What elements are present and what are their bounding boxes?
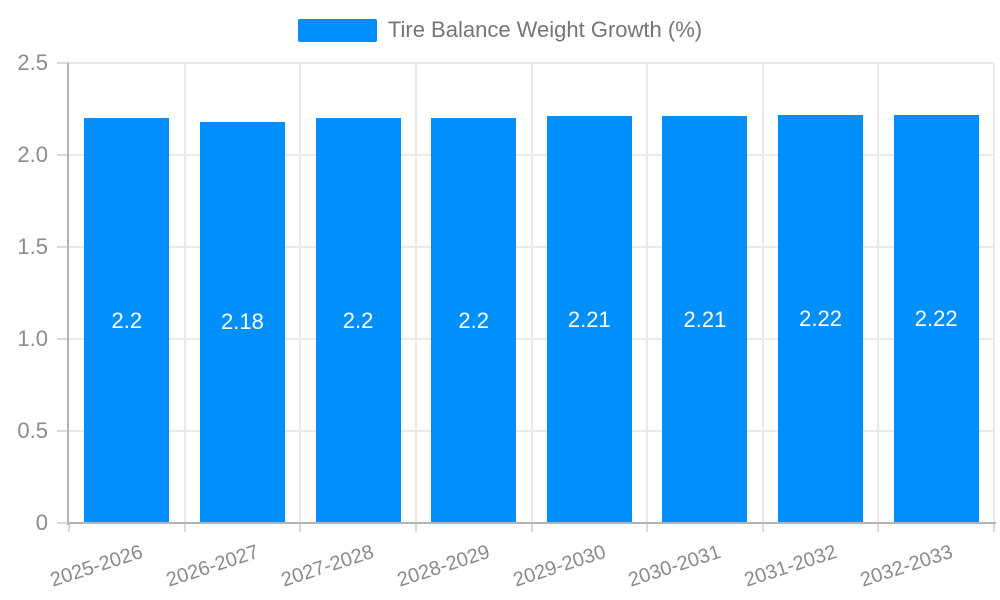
x-tick	[183, 524, 186, 532]
x-tick	[646, 524, 649, 532]
bar[interactable]	[431, 118, 517, 523]
y-tick	[57, 430, 69, 432]
bar[interactable]	[893, 114, 979, 523]
bar[interactable]	[546, 116, 632, 523]
x-gridline	[761, 63, 764, 523]
y-tick-label: 2.0	[17, 142, 48, 167]
x-tick-label: 2029-2030	[510, 541, 609, 592]
x-tick	[299, 524, 302, 532]
x-tick	[877, 524, 880, 532]
x-gridline	[993, 63, 995, 523]
legend[interactable]: Tire Balance Weight Growth (%)	[0, 17, 1000, 43]
bar[interactable]	[84, 118, 170, 523]
x-tick	[761, 524, 764, 532]
legend-label: Tire Balance Weight Growth (%)	[387, 17, 703, 42]
y-tick-label: 1.5	[17, 234, 48, 259]
bar[interactable]	[315, 118, 401, 523]
bar-value-label: 2.21	[567, 306, 611, 332]
x-tick-label: 2032-2033	[857, 541, 955, 592]
y-tick	[57, 154, 69, 156]
x-gridline	[646, 63, 649, 523]
legend-swatch	[297, 18, 377, 42]
y-tick	[57, 338, 69, 340]
x-tick-label: 2026-2027	[163, 541, 262, 592]
bar-value-label: 2.22	[914, 305, 958, 331]
x-tick	[530, 524, 533, 532]
x-tick-label: 2030-2031	[625, 541, 724, 592]
x-gridline	[530, 63, 533, 523]
y-tick-label: 0	[35, 510, 48, 535]
bar[interactable]	[662, 116, 748, 523]
bar[interactable]	[778, 114, 864, 523]
y-tick-label: 1.0	[17, 326, 48, 351]
x-gridline	[877, 63, 880, 523]
y-tick-label: 2.5	[17, 50, 48, 75]
x-gridline	[414, 63, 417, 523]
bar-value-label: 2.2	[342, 307, 374, 333]
x-tick	[414, 524, 417, 532]
y-tick	[57, 522, 69, 524]
bar[interactable]	[199, 121, 285, 523]
x-tick-label: 2028-2029	[394, 541, 493, 592]
x-tick-label: 2027-2028	[279, 541, 377, 592]
y-tick	[57, 246, 69, 248]
x-tick	[68, 524, 70, 532]
x-axis-line	[67, 522, 996, 524]
x-gridline	[183, 63, 186, 523]
bar-value-label: 2.2	[458, 307, 489, 333]
bar-value-label: 2.21	[683, 306, 727, 332]
y-tick-label: 0.5	[17, 418, 48, 443]
x-tick-label: 2025-2026	[47, 541, 146, 592]
x-gridline	[299, 63, 302, 523]
y-axis-line	[67, 63, 69, 525]
plot-area: 0 0.5 1.0 1.5 2.0 2.5 2.2 2025-2026 2.18 2026-202…	[17, 50, 996, 591]
y-tick	[57, 62, 69, 64]
x-tick-label: 2031-2032	[741, 541, 840, 592]
bar-value-label: 2.18	[221, 309, 264, 335]
bar-value-label: 2.22	[799, 305, 842, 331]
x-tick	[993, 524, 995, 532]
bar-value-label: 2.2	[111, 307, 143, 333]
